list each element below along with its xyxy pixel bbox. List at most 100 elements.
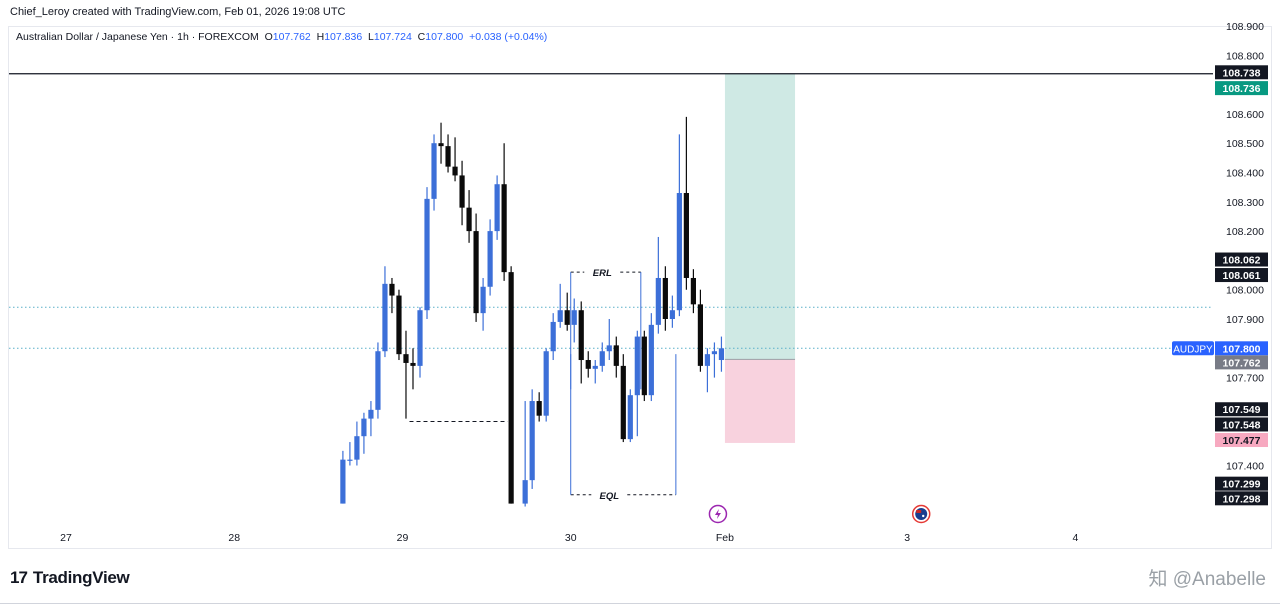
candle-body-40	[627, 395, 633, 440]
legend-close-key: C	[417, 31, 426, 43]
candle-body-26	[529, 401, 535, 481]
x-tick-label-3: 3	[904, 532, 910, 544]
legend-close: 107.800	[425, 31, 464, 43]
candle-body-27	[536, 401, 542, 416]
candle-body-24	[508, 272, 514, 504]
eql-label: EQL	[600, 491, 620, 502]
tradingview-brand: TradingView	[32, 568, 130, 587]
candle-body-39	[620, 365, 626, 440]
price-badge-0	[1215, 65, 1268, 80]
created-by-text: Chief_Leroy created with TradingView.com…	[10, 6, 346, 18]
price-badge-5	[1215, 355, 1268, 370]
x-tick-label-27: 27	[60, 532, 72, 544]
candle-body-22	[494, 184, 500, 232]
legend-high: 107.836	[324, 31, 363, 43]
candle-body-28	[543, 351, 549, 416]
price-badge-10	[1215, 491, 1268, 506]
lightning-icon-glyph	[714, 509, 721, 519]
x-tick-label-4: 4	[1073, 532, 1079, 544]
candle-body-52	[711, 351, 718, 355]
candle-body-35	[592, 365, 598, 369]
candle-body-47	[676, 193, 682, 311]
candle-body-31	[564, 310, 570, 325]
candle-body-0	[340, 459, 346, 504]
candle-body-15	[445, 146, 451, 167]
candle-body-32	[571, 310, 577, 325]
price-badge-label-2: 108.062	[1223, 255, 1261, 267]
price-badge-label-9: 107.299	[1223, 479, 1261, 491]
legend-low: 107.724	[373, 31, 412, 43]
price-badge-label-4: 107.800	[1223, 343, 1261, 355]
y-tick-label: 108.300	[1226, 197, 1264, 209]
price-badge-4	[1215, 341, 1268, 356]
candle-body-23	[501, 184, 507, 273]
candle-body-7	[389, 283, 395, 296]
legend-change: +0.038 (+0.04%)	[469, 31, 548, 43]
price-badge-label-3: 108.061	[1223, 270, 1261, 282]
y-tick-label: 107.900	[1226, 314, 1264, 326]
candle-body-25	[522, 480, 528, 504]
price-badge-label-10: 107.298	[1223, 493, 1261, 505]
price-badge-label-0: 108.738	[1223, 67, 1261, 79]
long-position-profit-zone	[724, 73, 796, 360]
candle-body-4	[368, 409, 374, 419]
candle-body-46	[669, 310, 675, 319]
price-badge-3	[1215, 268, 1268, 283]
y-tick-label: 107.400	[1226, 461, 1264, 473]
y-tick-label: 108.600	[1226, 109, 1264, 121]
symbol-legend: Australian Dollar / Japanese Yen · 1h · …	[16, 31, 547, 43]
y-tick-label: 108.000	[1226, 285, 1264, 297]
legend-low-key: L	[368, 31, 374, 43]
price-badge-label-5: 107.762	[1223, 357, 1261, 369]
legend-open: 107.762	[272, 31, 311, 43]
candle-body-16	[452, 166, 458, 176]
candle-body-43	[648, 324, 654, 396]
chart-frame[interactable]	[8, 26, 1272, 549]
candle-body-18	[466, 207, 472, 232]
candle-body-12	[424, 198, 430, 311]
candle-body-13	[431, 143, 437, 199]
candle-body-51	[704, 354, 711, 366]
candle-body-33	[578, 310, 584, 361]
candle-body-30	[557, 310, 563, 322]
y-tick-label: 108.800	[1226, 50, 1264, 62]
australia-flag-union	[916, 510, 922, 513]
price-badge-label-1: 108.736	[1223, 83, 1261, 95]
author-watermark: 知 @Anabelle	[1148, 569, 1266, 590]
y-tick-label: 108.200	[1226, 226, 1264, 238]
candle-body-34	[585, 360, 591, 369]
candle-body-42	[641, 336, 647, 396]
candle-body-10	[410, 362, 416, 366]
australia-flag-star	[922, 514, 925, 518]
long-position-stop-zone	[724, 359, 796, 443]
candle-body-38	[613, 345, 619, 366]
candle-body-53	[718, 348, 725, 361]
candle-body-20	[480, 286, 486, 314]
candle-body-36	[599, 351, 605, 366]
tradingview-logo[interactable]: 17 TradingView	[10, 568, 130, 588]
candle-body-37	[606, 345, 612, 352]
x-tick-label-feb: Feb	[716, 532, 734, 544]
tradingview-mark-icon: 17	[10, 568, 28, 587]
plot-area[interactable]: ERL EQL	[9, 73, 1213, 507]
candle-body-21	[487, 231, 493, 287]
x-tick-label-29: 29	[397, 532, 409, 544]
candle-body-29	[550, 321, 556, 352]
price-badge-label-6: 107.549	[1223, 404, 1261, 416]
price-badge-7	[1215, 417, 1268, 432]
candle-body-5	[375, 351, 381, 410]
top-bar: Chief_Leroy created with TradingView.com…	[0, 0, 1280, 26]
candle-body-3	[361, 418, 367, 437]
y-tick-label: 108.500	[1226, 138, 1264, 150]
australia-flag-fill	[915, 508, 928, 520]
candle-body-9	[403, 354, 409, 363]
symbol-badge-label: AUDJPY	[1173, 344, 1213, 355]
y-tick-label: 107.700	[1226, 373, 1264, 385]
candle-body-11	[417, 310, 423, 366]
candle-body-49	[690, 277, 696, 305]
candle-body-50	[697, 304, 704, 366]
candle-body-1	[347, 459, 353, 461]
x-tick-label-30: 30	[565, 532, 577, 544]
y-tick-label: 108.400	[1226, 168, 1264, 180]
